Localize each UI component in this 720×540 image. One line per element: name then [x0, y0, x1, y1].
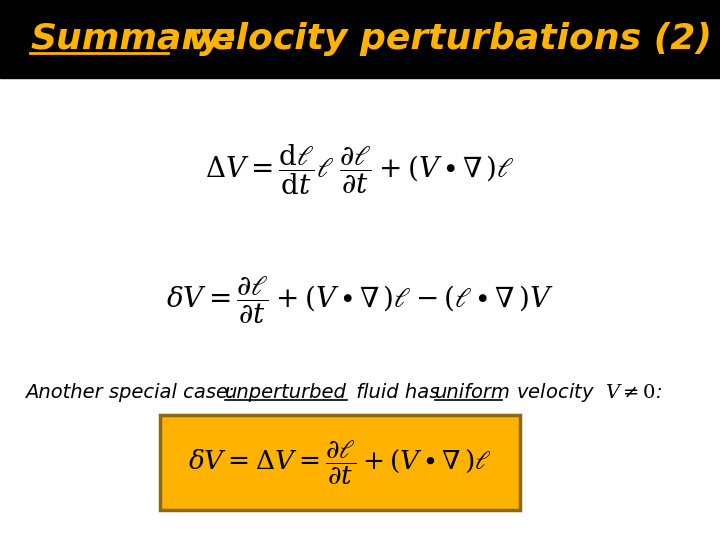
- Text: $\Delta V = \dfrac{\mathrm{d}\ell}{\mathrm{d}t}\ell\;\dfrac{\partial\ell}{\parti: $\Delta V = \dfrac{\mathrm{d}\ell}{\math…: [205, 143, 515, 197]
- Text: velocity  $V \neq 0$:: velocity $V \neq 0$:: [504, 381, 662, 403]
- Bar: [0, 0, 720, 78]
- Text: fluid has: fluid has: [350, 382, 446, 402]
- Text: unperturbed: unperturbed: [225, 382, 347, 402]
- Text: Another special case:: Another special case:: [25, 382, 241, 402]
- Text: Summary:: Summary:: [30, 22, 238, 56]
- Text: uniform: uniform: [435, 382, 511, 402]
- Text: $\delta V = \dfrac{\partial\ell}{\partial t}+(V\bullet\nabla\,)\ell-(\ell\bullet: $\delta V = \dfrac{\partial\ell}{\partia…: [166, 274, 554, 326]
- Text: $\delta V = \Delta V = \dfrac{\partial\ell}{\partial t}+(V\bullet\nabla\,)\ell$: $\delta V = \Delta V = \dfrac{\partial\e…: [188, 438, 492, 487]
- FancyBboxPatch shape: [160, 415, 520, 510]
- Text: velocity perturbations (2): velocity perturbations (2): [175, 22, 712, 56]
